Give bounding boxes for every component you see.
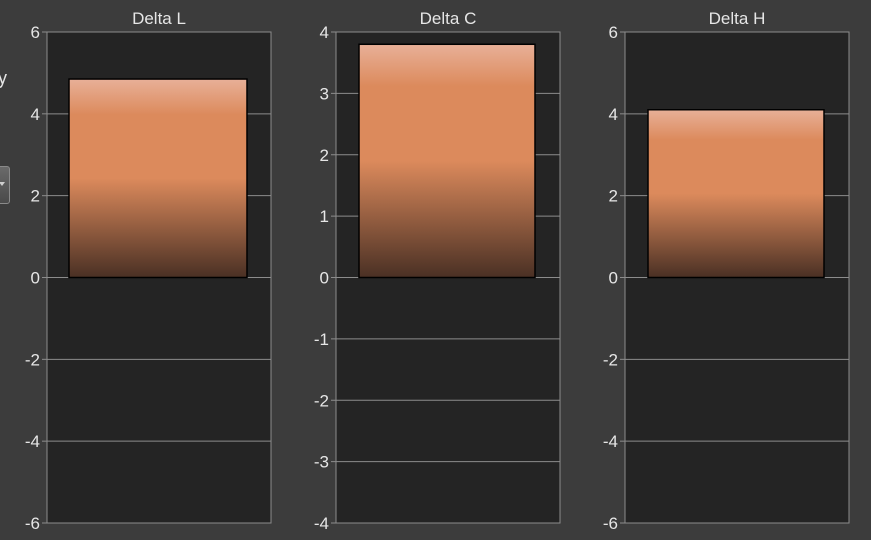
y-tick-label: -2 <box>25 350 40 369</box>
y-tick-label: -4 <box>314 514 329 533</box>
y-tick-label: -6 <box>25 514 40 533</box>
chart-1: 6 4 2 0 -2 -4 -6 Delta L <box>25 9 272 533</box>
y-tick-label: -2 <box>603 350 618 369</box>
y-tick-label: 2 <box>320 146 329 165</box>
y-tick-label: -2 <box>314 391 329 410</box>
chart-title: Delta C <box>420 9 477 28</box>
y-tick-label: 3 <box>320 84 329 103</box>
bar <box>358 43 536 279</box>
bar <box>68 78 248 279</box>
y-tick-label: 0 <box>320 269 329 288</box>
y-tick-label: 0 <box>31 269 40 288</box>
chart-title: Delta H <box>709 9 766 28</box>
chart-2: 4 3 2 1 0 -1 -2 -3 -4 Delta C <box>314 9 561 533</box>
y-tick-label: 6 <box>609 23 618 42</box>
chart-3: 6 4 2 0 -2 -4 -6 Delta H <box>603 9 850 533</box>
partial-label: y <box>0 68 7 88</box>
chart-title: Delta L <box>132 9 186 28</box>
y-tick-label: 4 <box>320 23 329 42</box>
y-tick-label: 1 <box>320 207 329 226</box>
y-tick-label: -4 <box>603 432 618 451</box>
y-tick-label: -1 <box>314 330 329 349</box>
y-tick-label: -3 <box>314 453 329 472</box>
y-tick-label: -4 <box>25 432 40 451</box>
dropdown-button[interactable] <box>0 166 10 204</box>
y-tick-label: 6 <box>31 23 40 42</box>
y-tick-label: 0 <box>609 269 618 288</box>
y-tick-label: 4 <box>609 105 618 124</box>
y-tick-label: 2 <box>31 187 40 206</box>
y-tick-label: 4 <box>31 105 40 124</box>
bar <box>647 108 825 279</box>
y-tick-label: 2 <box>609 187 618 206</box>
y-tick-label: -6 <box>603 514 618 533</box>
